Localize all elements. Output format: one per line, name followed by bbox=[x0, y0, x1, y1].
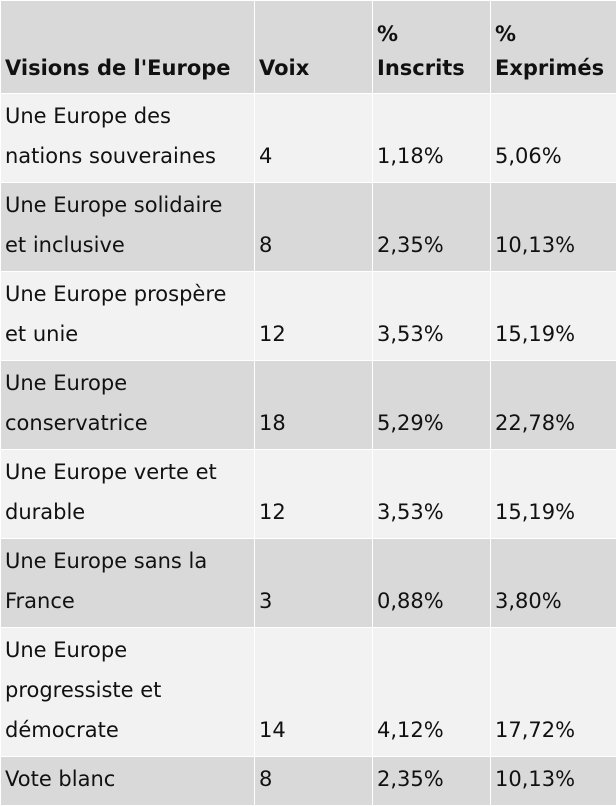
cell-exprimes: 10,13% bbox=[491, 183, 616, 272]
cell-voix: 12 bbox=[255, 272, 373, 361]
cell-vision: Une Europe verte et durable bbox=[1, 450, 255, 539]
cell-inscrits: 3,53% bbox=[373, 450, 491, 539]
cell-exprimes: 3,80% bbox=[491, 539, 616, 628]
cell-exprimes: 5,06% bbox=[491, 94, 616, 183]
table-row: Une Europe conservatrice 18 5,29% 22,78% bbox=[1, 361, 616, 450]
cell-exprimes: 22,78% bbox=[491, 361, 616, 450]
table-row: Vote blanc 8 2,35% 10,13% bbox=[1, 757, 616, 806]
table-row: Une Europe sans la France 3 0,88% 3,80% bbox=[1, 539, 616, 628]
cell-inscrits: 2,35% bbox=[373, 183, 491, 272]
cell-inscrits: 5,29% bbox=[373, 361, 491, 450]
cell-voix: 3 bbox=[255, 539, 373, 628]
cell-vision: Une Europe sans la France bbox=[1, 539, 255, 628]
cell-exprimes: 15,19% bbox=[491, 272, 616, 361]
header-pct-exprimes: % Exprimés bbox=[491, 1, 616, 94]
table-row: Une Europe solidaire et inclusive 8 2,35… bbox=[1, 183, 616, 272]
cell-vision: Une Europe conservatrice bbox=[1, 361, 255, 450]
table-row: Une Europe prospère et unie 12 3,53% 15,… bbox=[1, 272, 616, 361]
cell-vision: Une Europe prospère et unie bbox=[1, 272, 255, 361]
cell-voix: 8 bbox=[255, 183, 373, 272]
cell-inscrits: 4,12% bbox=[373, 628, 491, 757]
cell-exprimes: 15,19% bbox=[491, 450, 616, 539]
header-visions: Visions de l'Europe bbox=[1, 1, 255, 94]
cell-inscrits: 1,18% bbox=[373, 94, 491, 183]
cell-exprimes: 17,72% bbox=[491, 628, 616, 757]
cell-voix: 18 bbox=[255, 361, 373, 450]
cell-voix: 12 bbox=[255, 450, 373, 539]
cell-inscrits: 3,53% bbox=[373, 272, 491, 361]
cell-voix: 8 bbox=[255, 757, 373, 806]
table-row: Une Europe des nations souveraines 4 1,1… bbox=[1, 94, 616, 183]
cell-voix: 14 bbox=[255, 628, 373, 757]
cell-vision: Vote blanc bbox=[1, 757, 255, 806]
cell-vision: Une Europe progressiste et démocrate bbox=[1, 628, 255, 757]
table-row: Une Europe verte et durable 12 3,53% 15,… bbox=[1, 450, 616, 539]
cell-vision: Une Europe solidaire et inclusive bbox=[1, 183, 255, 272]
cell-exprimes: 10,13% bbox=[491, 757, 616, 806]
header-voix: Voix bbox=[255, 1, 373, 94]
table-row: Une Europe progressiste et démocrate 14 … bbox=[1, 628, 616, 757]
table-header-row: Visions de l'Europe Voix % Inscrits % Ex… bbox=[1, 1, 616, 94]
cell-inscrits: 2,35% bbox=[373, 757, 491, 806]
cell-vision: Une Europe des nations souveraines bbox=[1, 94, 255, 183]
header-pct-inscrits: % Inscrits bbox=[373, 1, 491, 94]
cell-inscrits: 0,88% bbox=[373, 539, 491, 628]
cell-voix: 4 bbox=[255, 94, 373, 183]
